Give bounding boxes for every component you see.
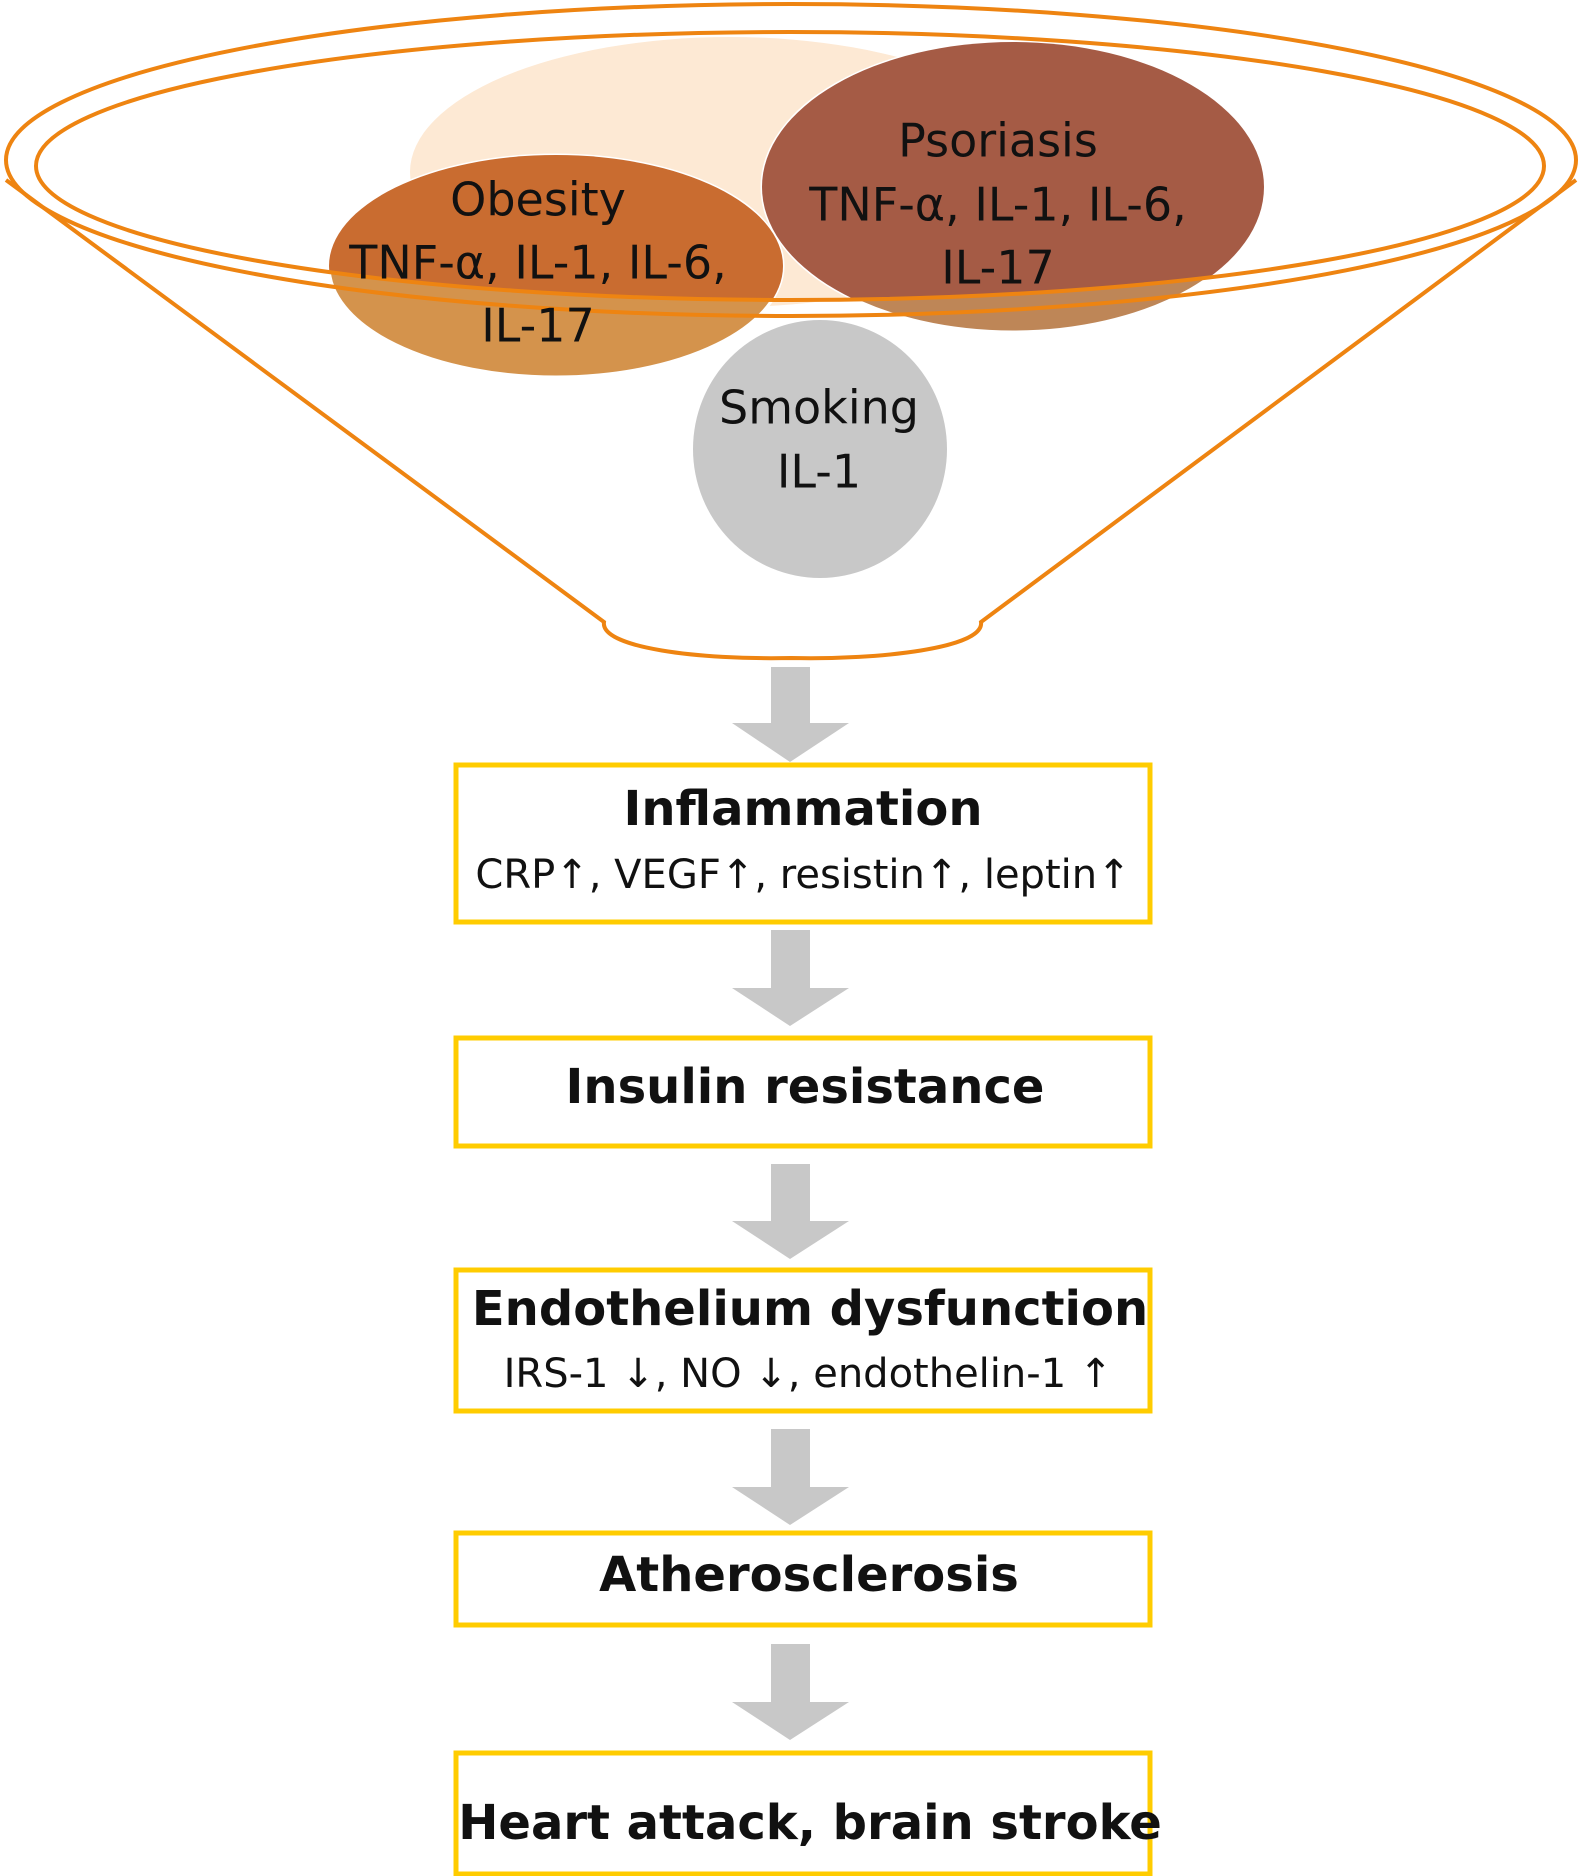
step-detail: IRS-1 ↓, NO ↓, endothelin-1 ↑ bbox=[504, 1351, 1113, 1397]
step-title: Endothelium dysfunction bbox=[472, 1281, 1148, 1337]
funnel bbox=[4, 2, 1578, 661]
down-arrow-icon bbox=[732, 930, 849, 1026]
step-title: Inflammation bbox=[624, 781, 983, 837]
down-arrow-icon bbox=[732, 667, 849, 762]
step-title: Insulin resistance bbox=[566, 1059, 1045, 1115]
step-title: Atherosclerosis bbox=[599, 1547, 1019, 1603]
smoking-cytokines: IL-1 bbox=[777, 445, 861, 499]
obesity-label: Obesity bbox=[450, 173, 626, 227]
step-heart-attack-stroke: Heart attack, brain stroke bbox=[453, 1750, 1162, 1876]
psoriasis-cytokines: TNF-α, IL-1, IL-6, bbox=[808, 178, 1187, 232]
down-arrow-icon bbox=[732, 1429, 849, 1525]
obesity-bubble bbox=[327, 153, 785, 379]
step-title: Heart attack, brain stroke bbox=[458, 1795, 1162, 1851]
step-endothelium-dysfunction: Endothelium dysfunction IRS-1 ↓, NO ↓, e… bbox=[453, 1267, 1153, 1414]
psoriasis-bubble bbox=[760, 40, 1266, 334]
psoriasis-cytokines-2: IL-17 bbox=[941, 241, 1055, 295]
obesity-cytokines: TNF-α, IL-1, IL-6, bbox=[348, 236, 727, 290]
step-atherosclerosis: Atherosclerosis bbox=[453, 1530, 1153, 1628]
smoking-label: Smoking bbox=[719, 381, 919, 435]
down-arrow-icon bbox=[732, 1164, 849, 1259]
obesity-cytokines-2: IL-17 bbox=[481, 299, 595, 353]
down-arrow-icon bbox=[732, 1644, 849, 1740]
psoriasis-label: Psoriasis bbox=[898, 114, 1098, 168]
step-insulin-resistance: Insulin resistance bbox=[453, 1035, 1153, 1149]
step-detail: CRP↑, VEGF↑, resistin↑, leptin↑ bbox=[475, 852, 1130, 898]
step-inflammation: Inflammation CRP↑, VEGF↑, resistin↑, lep… bbox=[453, 762, 1153, 925]
smoking-bubble bbox=[693, 320, 947, 578]
